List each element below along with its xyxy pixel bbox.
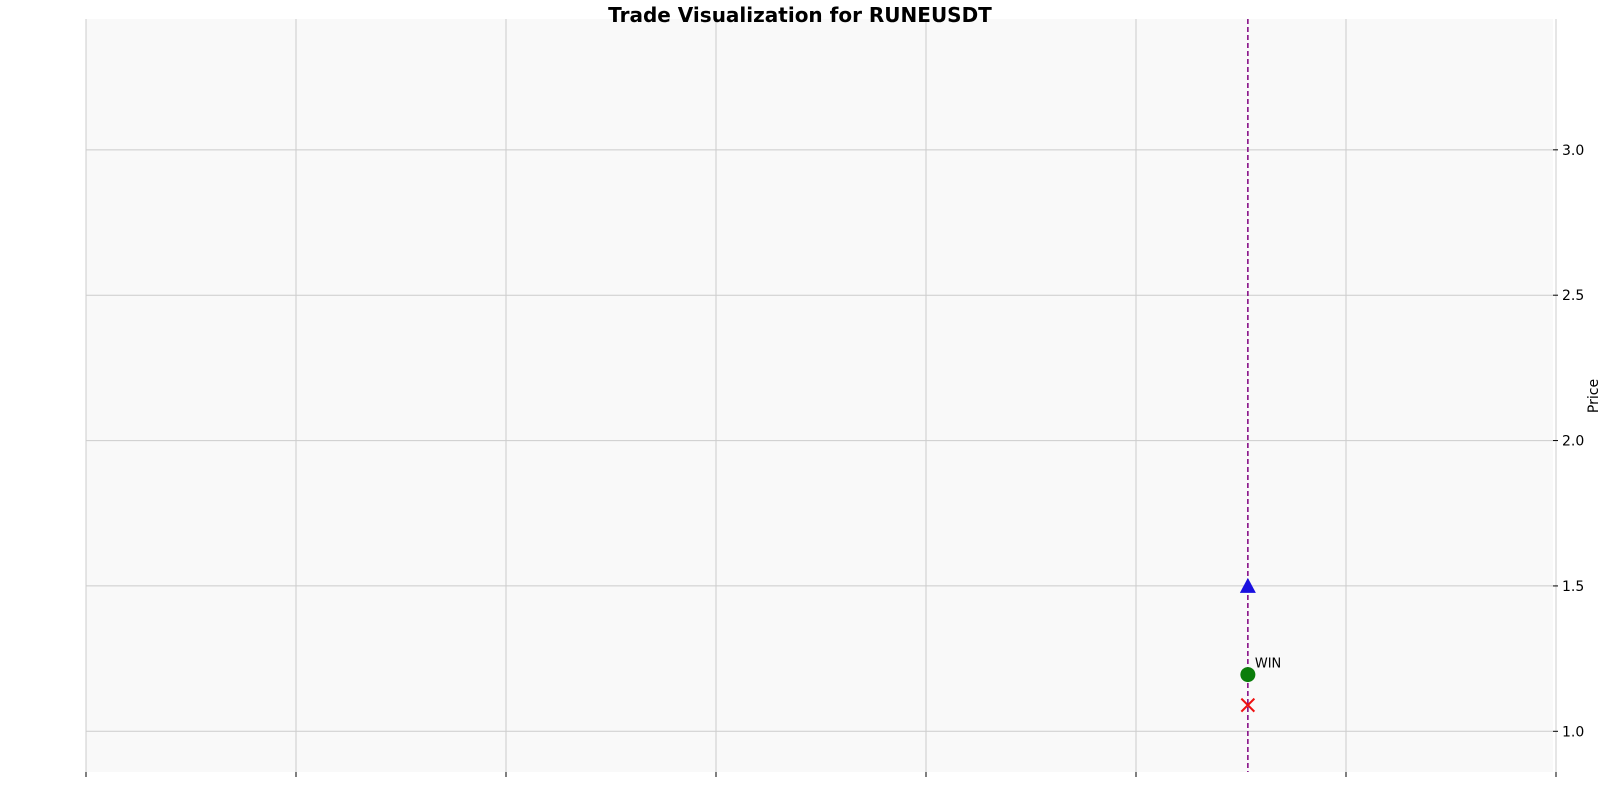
y-tick-label: 1.0 [1562, 724, 1584, 740]
stop-marker [1240, 697, 1256, 713]
y-tick-label: 3.0 [1562, 143, 1584, 159]
trade-result-annotation: WIN [1255, 657, 1281, 672]
y-grid [86, 149, 1553, 732]
plot-area [86, 19, 1553, 772]
y-tick-label: 1.5 [1562, 579, 1584, 595]
stop-marker-stroke [1240, 697, 1256, 713]
x-ticks [85, 772, 1557, 777]
chart-title: Trade Visualization for RUNEUSDT [608, 3, 992, 27]
x-grid [85, 19, 1557, 772]
y-axis-label: Price [1586, 379, 1600, 413]
exit-marker [1240, 667, 1256, 683]
y-tick-label: 2.5 [1562, 288, 1584, 304]
y-ticks: 1.0 1.5 2.0 2.5 3.0 [1553, 143, 1584, 740]
entry-marker [1239, 577, 1256, 593]
y-tick-label: 2.0 [1562, 434, 1584, 450]
trade-layer: WIN [1239, 19, 1281, 772]
